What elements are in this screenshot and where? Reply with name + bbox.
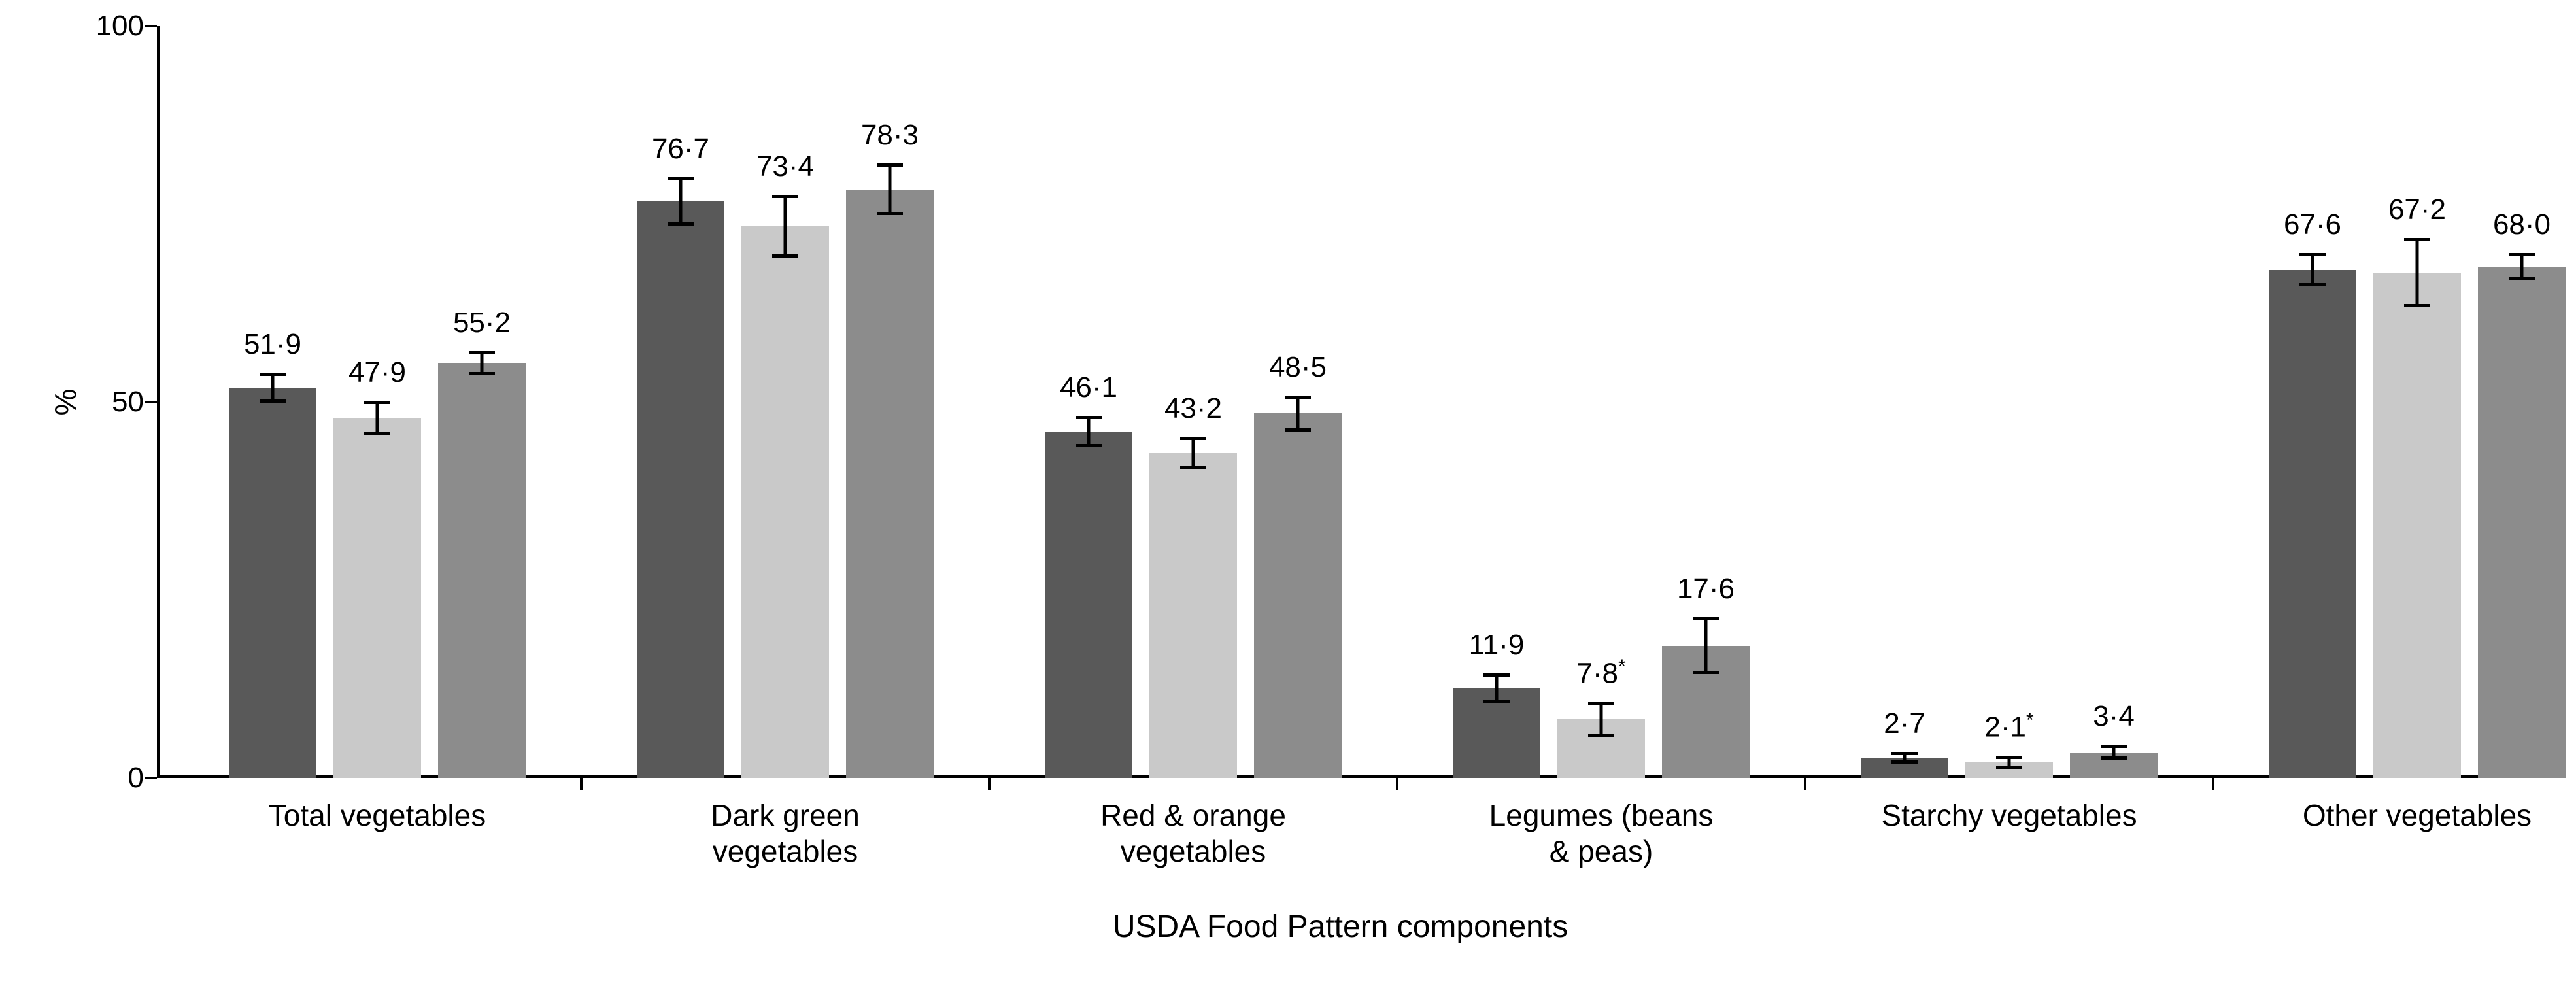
bar: [1254, 413, 1342, 778]
x-tick-mark: [1396, 778, 1398, 790]
bar: [2478, 267, 2566, 778]
x-tick-mark: [1804, 778, 1806, 790]
plot-area: 05010051·947·955·2Total vegetables76·773…: [157, 26, 2524, 778]
bar-value-label: 2·1*: [1984, 709, 2033, 744]
category-label: Legumes (beans & peas): [1489, 778, 1714, 870]
x-tick-mark: [988, 778, 991, 790]
bar: [2269, 270, 2356, 778]
y-axis-title: %: [48, 389, 83, 416]
category-label: Starchy vegetables: [1881, 778, 2137, 834]
bar-value-label: 7·8*: [1576, 656, 1625, 690]
category-label: Red & orange vegetables: [1100, 778, 1286, 870]
bar-value-label: 48·5: [1269, 351, 1327, 384]
y-axis-line: [157, 26, 160, 778]
bar-value-label: 43·2: [1164, 392, 1222, 425]
bar: [1662, 646, 1750, 778]
bar: [1557, 719, 1645, 778]
bar-value-label: 73·4: [756, 150, 814, 183]
x-tick-mark: [580, 778, 583, 790]
bar: [846, 190, 934, 778]
bar: [1149, 453, 1237, 778]
bar-value-label: 3·4: [2093, 700, 2135, 733]
y-tick-mark: [145, 25, 157, 27]
bar-value-label: 67·2: [2388, 194, 2446, 226]
category-label: Total vegetables: [269, 778, 486, 834]
y-tick-mark: [145, 401, 157, 403]
bar-value-label: 46·1: [1060, 371, 1117, 404]
bar-value-label: 78·3: [861, 119, 919, 152]
bar: [1045, 432, 1132, 778]
bar: [1453, 688, 1540, 778]
bar: [1861, 758, 1948, 778]
y-tick-mark: [145, 777, 157, 779]
chart-container: 05010051·947·955·2Total vegetables76·773…: [0, 0, 2576, 982]
x-tick-mark: [2212, 778, 2214, 790]
bar-value-label: 11·9: [1469, 629, 1525, 662]
bar-value-label: 51·9: [244, 328, 301, 361]
bar-value-label: 17·6: [1677, 573, 1735, 605]
bar-value-label: 67·6: [2284, 209, 2341, 241]
bar-value-label: 47·9: [348, 356, 406, 389]
bar: [2070, 753, 2158, 778]
bar: [741, 226, 829, 778]
bar: [637, 201, 724, 778]
bar-value-label: 76·7: [652, 133, 709, 165]
bar: [438, 363, 526, 778]
bar-value-label: 55·2: [453, 307, 511, 339]
bar: [229, 388, 316, 778]
bar: [2373, 273, 2461, 778]
category-label: Dark green vegetables: [711, 778, 860, 870]
bar: [333, 418, 421, 778]
x-axis-title: USDA Food Pattern components: [1113, 909, 1568, 945]
bar-value-label: 68·0: [2493, 209, 2551, 241]
bar: [1965, 762, 2053, 778]
category-label: Other vegetables: [2303, 778, 2532, 834]
bar-value-label: 2·7: [1884, 707, 1925, 740]
